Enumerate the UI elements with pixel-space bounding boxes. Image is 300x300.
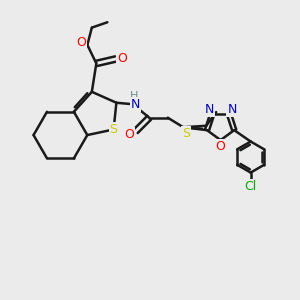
Text: N: N: [227, 103, 237, 116]
Text: O: O: [117, 52, 127, 65]
Text: O: O: [216, 140, 226, 153]
Text: S: S: [110, 123, 118, 136]
Text: O: O: [76, 36, 86, 49]
Text: O: O: [124, 128, 134, 141]
Text: H: H: [130, 91, 139, 101]
Text: S: S: [182, 127, 190, 140]
Text: N: N: [130, 98, 140, 111]
Text: Cl: Cl: [244, 180, 257, 194]
Text: N: N: [205, 103, 214, 116]
